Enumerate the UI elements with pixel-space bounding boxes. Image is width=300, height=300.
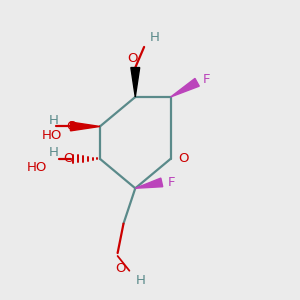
Text: HO: HO bbox=[27, 161, 47, 174]
Text: H: H bbox=[135, 274, 145, 287]
Polygon shape bbox=[171, 78, 199, 97]
Text: F: F bbox=[168, 176, 175, 189]
Polygon shape bbox=[70, 122, 100, 131]
Text: H: H bbox=[49, 146, 59, 159]
Polygon shape bbox=[131, 68, 140, 97]
Text: O: O bbox=[127, 52, 138, 64]
Text: O: O bbox=[178, 152, 188, 165]
Polygon shape bbox=[135, 178, 163, 188]
Text: H: H bbox=[150, 31, 160, 44]
Text: HO: HO bbox=[41, 129, 62, 142]
Text: O: O bbox=[66, 120, 76, 133]
Text: H: H bbox=[49, 114, 59, 127]
Text: O: O bbox=[115, 262, 126, 275]
Text: F: F bbox=[203, 73, 211, 86]
Text: O: O bbox=[63, 152, 74, 165]
